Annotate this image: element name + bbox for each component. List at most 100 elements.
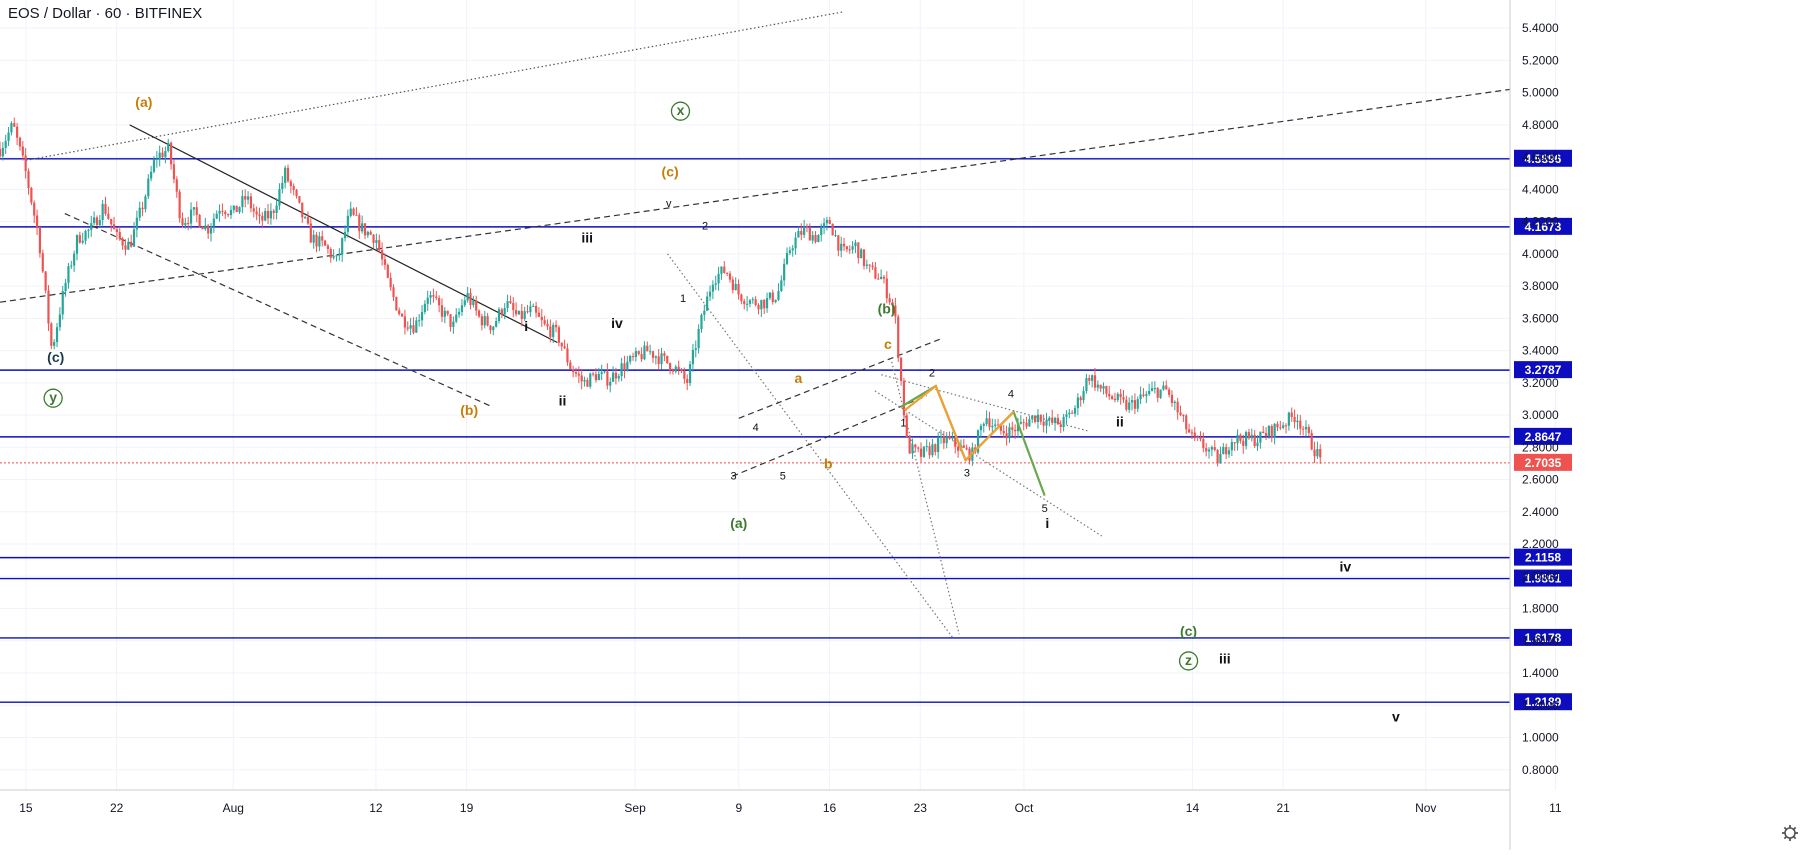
candle-body	[489, 325, 492, 331]
candle-body	[788, 250, 791, 253]
candle-body	[1245, 432, 1248, 446]
candle-body	[1096, 384, 1099, 388]
candle-body	[1239, 434, 1242, 441]
candle-body	[803, 226, 806, 235]
candle-body	[70, 265, 73, 267]
candle-body	[557, 327, 560, 343]
y-tick-label: 4.4000	[1522, 182, 1559, 196]
wave-label: (c)	[1180, 623, 1197, 639]
trend-line[interactable]	[874, 390, 1103, 537]
wave-label: i	[1045, 515, 1049, 531]
trend-line[interactable]	[64, 212, 493, 408]
candle-body	[1011, 427, 1014, 430]
candle-body	[332, 255, 335, 258]
candle-body	[805, 226, 809, 228]
candle-body	[629, 356, 632, 362]
level-price-label: 4.5896	[1525, 152, 1562, 166]
candle-body	[714, 283, 717, 285]
candle-body	[378, 240, 381, 251]
y-tick-label: 1.4000	[1522, 666, 1559, 680]
y-tick-label: 3.4000	[1522, 344, 1559, 358]
wave-label: c	[884, 336, 892, 352]
candle-body	[244, 196, 247, 200]
candle-body	[1145, 394, 1148, 396]
trend-line[interactable]	[738, 338, 940, 419]
candle-body	[30, 187, 33, 203]
candle-body	[1165, 385, 1168, 390]
candle-body	[500, 309, 503, 315]
candle-body	[854, 242, 857, 247]
candle-body	[1082, 391, 1085, 401]
y-tick-label: 5.0000	[1522, 86, 1559, 100]
wave-label: 1	[680, 293, 686, 305]
candle-body	[728, 273, 732, 280]
settings-gear-icon[interactable]	[1782, 825, 1798, 841]
candle-body	[1287, 412, 1290, 426]
candle-body	[1088, 377, 1091, 381]
candle-body	[1307, 426, 1310, 434]
level-price-tag	[1514, 217, 1572, 235]
candle-body	[249, 196, 253, 209]
candle-body	[1019, 422, 1022, 424]
current-price-label: 2.7035	[1525, 456, 1562, 470]
candle-body	[720, 266, 723, 274]
candle-body	[483, 316, 486, 326]
candle-body	[574, 372, 578, 374]
candle-body	[27, 171, 30, 188]
candle-body	[81, 240, 84, 243]
candle-body	[1130, 400, 1134, 403]
candle-body	[543, 320, 546, 324]
y-tick-label: 4.2000	[1522, 215, 1559, 229]
candle-body	[349, 208, 352, 216]
candle-body	[1230, 442, 1233, 451]
candle-body	[1139, 394, 1142, 400]
candle-body	[877, 278, 880, 280]
candle-body	[880, 276, 883, 280]
candle-body	[1316, 448, 1319, 457]
candle-body	[1273, 423, 1276, 438]
wave-label: b	[824, 455, 833, 471]
candle-body	[446, 310, 449, 315]
candle-body	[261, 215, 264, 221]
y-tick-label: 4.6000	[1522, 150, 1559, 164]
candle-body	[894, 305, 897, 317]
candle-body	[110, 218, 113, 225]
candle-body	[1059, 424, 1062, 428]
candle-body	[420, 311, 424, 321]
candle-body	[1156, 388, 1159, 398]
trend-line[interactable]	[732, 395, 927, 477]
candle-body	[1153, 388, 1156, 390]
y-tick-label: 1.6000	[1522, 634, 1559, 648]
candle-body	[1227, 450, 1231, 455]
candle-body	[264, 210, 267, 221]
trend-line[interactable]	[25, 11, 843, 161]
trend-line[interactable]	[129, 124, 558, 344]
candle-body	[939, 436, 943, 438]
candle-body	[130, 241, 133, 247]
candle-body	[549, 326, 552, 338]
candle-body	[101, 203, 104, 220]
candle-body	[195, 207, 198, 215]
candle-body	[905, 415, 908, 437]
trend-line[interactable]	[0, 88, 1511, 303]
wave-label: (a)	[135, 94, 152, 110]
candle-body	[1199, 436, 1202, 440]
candle-body	[882, 276, 886, 279]
candle-body	[358, 215, 361, 232]
candle-body	[38, 227, 42, 254]
candle-body	[589, 373, 592, 387]
wave-label: a	[795, 370, 803, 386]
candle-body	[480, 316, 484, 326]
y-axis[interactable]: 5.4000 5.2000 5.0000 4.8000 4.6000 4.4000 4.20…	[1509, 0, 1559, 850]
trend-line[interactable]	[891, 361, 960, 635]
level-price-label: 2.8647	[1525, 430, 1562, 444]
candle-body	[335, 255, 338, 257]
candle-body	[13, 123, 16, 127]
wave-label: iv	[611, 315, 623, 331]
candle-body	[1105, 386, 1108, 394]
wave-projection-path[interactable]	[904, 384, 1015, 463]
x-axis[interactable]: 15 22 Aug 12 19 Sep 9 16 23 Oct 14 21 Nov 11	[0, 789, 1562, 815]
candle-body	[994, 424, 997, 426]
